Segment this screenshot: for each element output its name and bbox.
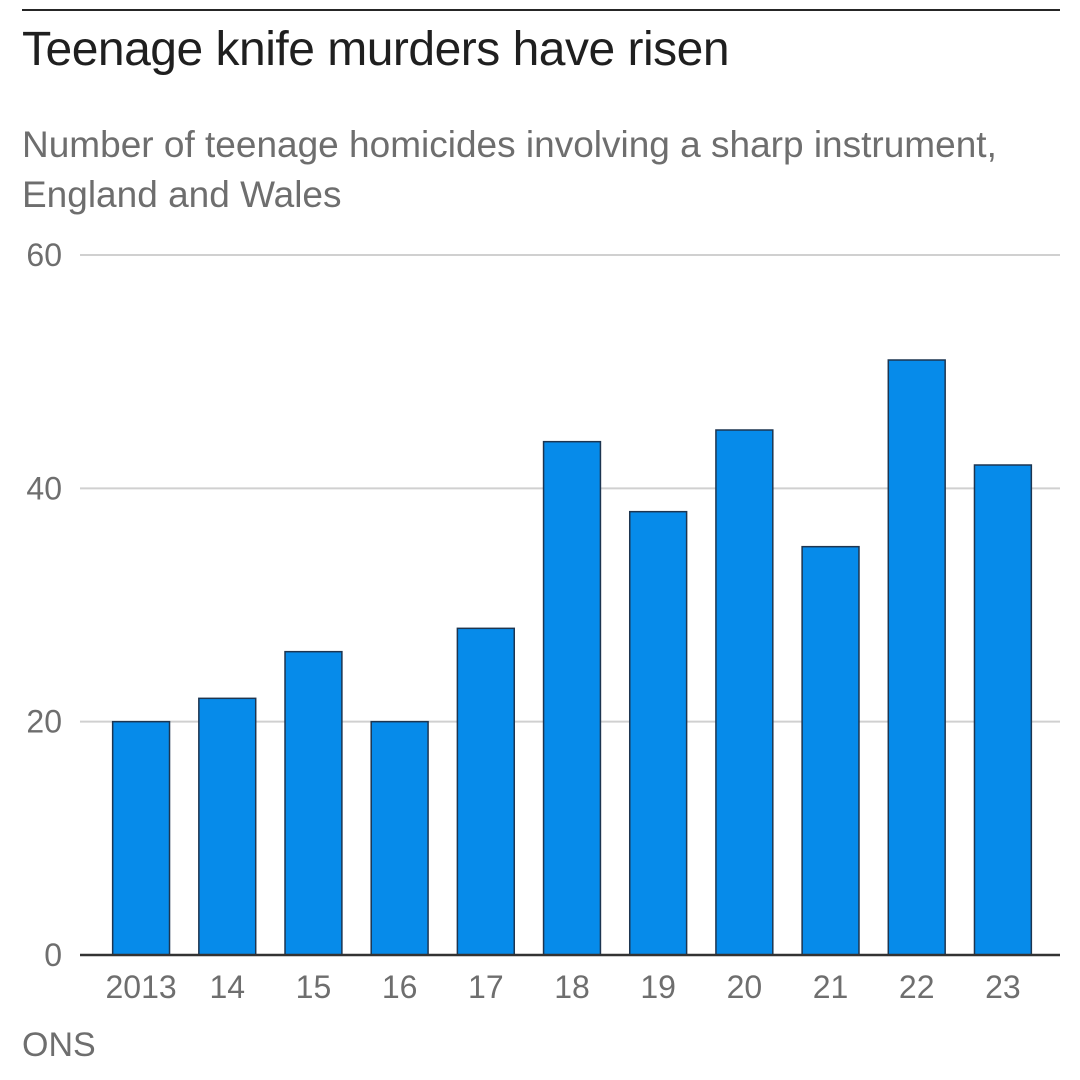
bar [973, 464, 1033, 956]
bar [628, 510, 688, 956]
y-tick-label: 20 [26, 704, 62, 740]
y-tick-label: 0 [44, 937, 62, 973]
bar [715, 429, 774, 956]
x-tick-label: 22 [899, 969, 935, 1005]
bar [111, 720, 171, 956]
x-tick-label: 15 [296, 969, 332, 1005]
x-tick-label: 18 [554, 969, 590, 1005]
source-note: ONS [22, 1026, 96, 1064]
bar [284, 650, 343, 956]
x-tick-label: 20 [727, 969, 763, 1005]
x-axis-ticks: 2013 14 15 16 17 18 19 20 21 22 23 [105, 969, 1020, 1005]
x-tick-label: 21 [813, 969, 849, 1005]
bar [456, 627, 516, 956]
x-tick-label: 23 [985, 969, 1021, 1005]
x-tick-label: 16 [382, 969, 418, 1005]
bar [198, 697, 257, 956]
top-rule [22, 9, 1060, 11]
chart-title: Teenage knife murders have risen [22, 23, 730, 76]
y-tick-label: 40 [26, 470, 62, 506]
x-tick-label: 17 [468, 969, 504, 1005]
bar [801, 545, 860, 956]
bar [370, 720, 429, 956]
x-tick-label: 14 [209, 969, 245, 1005]
bar [542, 440, 602, 956]
y-axis-ticks: 0 20 40 60 [26, 237, 62, 973]
y-tick-label: 60 [26, 237, 62, 273]
x-tick-label: 19 [640, 969, 676, 1005]
bars [111, 359, 1033, 956]
bar [887, 359, 946, 956]
chart-subtitle: Number of teenage homicides involving a … [22, 124, 997, 215]
x-tick-label: 2013 [105, 969, 176, 1005]
